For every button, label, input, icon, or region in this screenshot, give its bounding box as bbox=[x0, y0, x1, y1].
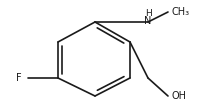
Text: OH: OH bbox=[172, 91, 187, 101]
Text: N: N bbox=[144, 16, 152, 26]
Text: CH₃: CH₃ bbox=[172, 7, 190, 17]
Text: H: H bbox=[145, 9, 151, 17]
Text: F: F bbox=[16, 73, 22, 83]
